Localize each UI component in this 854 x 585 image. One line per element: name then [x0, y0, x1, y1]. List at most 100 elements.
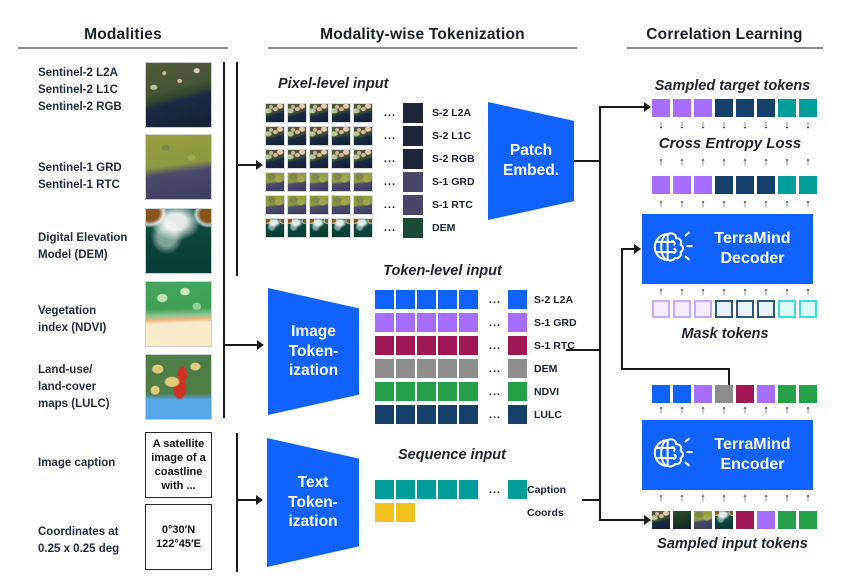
arrowhead-target-tokens: [644, 102, 651, 112]
token-square: [508, 290, 527, 309]
terramind-decoder-label: TerraMind Decoder: [698, 229, 813, 269]
token-input-row: ... DEM: [375, 359, 577, 378]
patch-embed-output-line: [574, 160, 601, 162]
down-arrow-icon: ↓: [658, 119, 664, 131]
text-line: maps (LULC): [38, 398, 110, 410]
sequence-input-grid: ...: [375, 480, 527, 522]
modalities-title: Modalities: [84, 26, 162, 43]
encoder-output-token-row: [652, 385, 817, 403]
row-label: S-2 L2A: [534, 293, 574, 306]
tokenization-underline: [268, 47, 577, 49]
image-patch: [265, 218, 285, 238]
text-line: Land-use/: [38, 364, 93, 376]
token-square: [757, 99, 775, 117]
token-square: [799, 300, 817, 318]
token-square: [508, 359, 527, 378]
text-line: Digital Elevation: [38, 232, 128, 244]
arrow-to-text-tokenizer: [238, 499, 256, 501]
text-line: Coordinates at: [38, 526, 119, 538]
up-arrow-icon: ↑: [721, 404, 727, 416]
text-line: image of a: [151, 452, 206, 464]
up-arrow-icon: ↑: [784, 198, 790, 210]
arrowhead-decoder: [634, 244, 641, 254]
modality-label-ndvi: Vegetation index (NDVI): [38, 303, 106, 337]
ellipsis: ...: [488, 293, 502, 306]
text-line: 0.25 x 0.25 deg: [38, 543, 120, 555]
token-square: [375, 290, 394, 309]
modality-image-sentinel1: [145, 134, 212, 200]
target-down-arrows: ↓ ↓ ↓ ↓ ↓ ↓ ↓ ↓: [652, 119, 817, 131]
pixel-level-input-grid: ... S-2 L2A... S-2 L1C... S-2 RGB... S-1 GRD…: [265, 103, 475, 238]
modality-image-sentinel2: [145, 62, 212, 128]
decoder-out-arrows: ↑ ↑ ↑ ↑ ↑ ↑ ↑ ↑: [652, 198, 817, 210]
token-square: [778, 176, 796, 194]
image-patch: [309, 218, 329, 238]
ellipsis: ...: [383, 222, 397, 234]
token-square: [778, 511, 796, 529]
image-patch: [331, 218, 351, 238]
pixel-input-row: ... S-2 RGB: [265, 149, 475, 169]
token-square: [715, 99, 733, 117]
up-arrow-icon: ↑: [658, 492, 664, 504]
token-square: [757, 385, 775, 403]
token-square: [652, 511, 670, 529]
ellipsis: ...: [488, 339, 502, 352]
token-square: [736, 511, 754, 529]
ellipsis: ...: [383, 153, 397, 165]
token-square: [438, 336, 457, 355]
encoder-out-arrows: ↑ ↑ ↑ ↑ ↑ ↑ ↑ ↑: [652, 404, 817, 416]
image-patch: [265, 172, 285, 192]
token-square: [778, 385, 796, 403]
text-line: Token-: [288, 342, 339, 360]
token-input-row: ... S-1 GRD: [375, 313, 577, 332]
token-square: [417, 405, 436, 424]
row-label: S-1 GRD: [432, 176, 475, 188]
token-square: [396, 313, 415, 332]
ellipsis: ...: [383, 107, 397, 119]
token-square: [715, 176, 733, 194]
up-arrow-icon: ↑: [805, 404, 811, 416]
up-arrow-icon: ↑: [805, 198, 811, 210]
token-square: [694, 99, 712, 117]
up-arrow-icon: ↑: [742, 156, 748, 168]
token-square: [459, 382, 478, 401]
patch-embed-block: Patch Embed.: [488, 102, 574, 220]
up-arrow-icon: ↑: [784, 286, 790, 298]
token-input-row: ... NDVI: [375, 382, 577, 401]
image-patch: [287, 126, 307, 146]
down-arrow-icon: ↓: [763, 119, 769, 131]
token-square: [778, 300, 796, 318]
image-patch: [309, 172, 329, 192]
token-input-output-line: [566, 349, 601, 351]
up-arrow-icon: ↑: [721, 156, 727, 168]
token-square: [459, 313, 478, 332]
token-square: [673, 511, 691, 529]
up-arrow-icon: ↑: [658, 156, 664, 168]
token-square: [736, 176, 754, 194]
token-square: [673, 385, 691, 403]
up-arrow-icon: ↑: [679, 198, 685, 210]
token-square: [459, 336, 478, 355]
up-arrow-icon: ↑: [679, 492, 685, 504]
bracket-all-images-line: [223, 62, 225, 418]
up-arrow-icon: ↑: [763, 286, 769, 298]
encoder-to-decoder-vertical: [621, 249, 623, 370]
token-square: [799, 385, 817, 403]
token-input-row: ... S-1 RTC: [375, 336, 577, 355]
token-square: [508, 313, 527, 332]
token-square: [508, 336, 527, 355]
text-line: coastline: [154, 466, 203, 478]
row-label: S-1 RTC: [432, 199, 473, 211]
row-label: S-1 GRD: [534, 316, 577, 329]
token-square: [694, 300, 712, 318]
image-patch: [309, 149, 329, 169]
encoder-input-token-row: [652, 511, 817, 529]
token-square: [778, 99, 796, 117]
token-square: [757, 511, 775, 529]
sampled-target-tokens-label: Sampled target tokens: [654, 78, 811, 94]
arrow-to-target-tokens: [599, 106, 645, 108]
up-arrow-icon: ↑: [679, 404, 685, 416]
modality-label-sentinel2: Sentinel-2 L2A Sentinel-2 L1C Sentinel-2 R…: [38, 65, 122, 116]
up-arrow-icon: ↑: [742, 286, 748, 298]
